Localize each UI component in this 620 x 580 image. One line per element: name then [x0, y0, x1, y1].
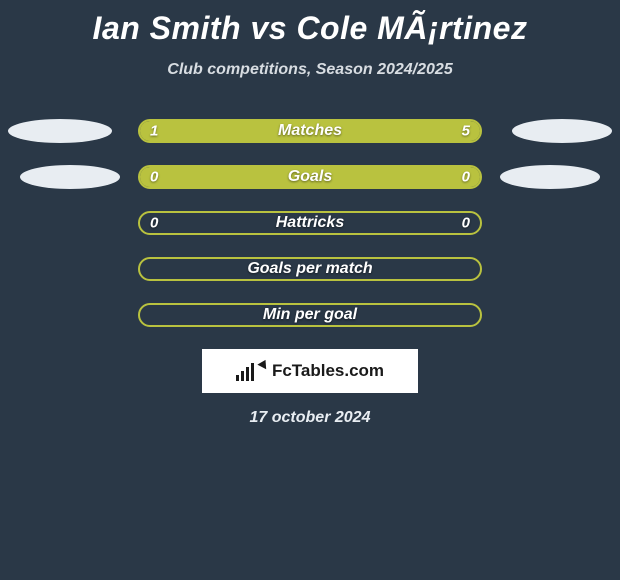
stat-row: 1 5 Matches — [0, 119, 620, 143]
stat-label: Hattricks — [276, 214, 344, 232]
page-subtitle: Club competitions, Season 2024/2025 — [0, 61, 620, 79]
stat-row: 0 0 Goals — [0, 165, 620, 189]
stat-row: 0 0 Hattricks — [0, 211, 620, 235]
stat-value-left: 0 — [150, 215, 158, 232]
right-pill-icon — [512, 119, 612, 143]
logo-text: FcTables.com — [272, 361, 384, 381]
stat-label: Min per goal — [263, 306, 357, 324]
stat-value-right: 5 — [462, 123, 470, 140]
stat-row: Min per goal — [0, 303, 620, 327]
page-title: Ian Smith vs Cole MÃ¡rtinez — [0, 0, 620, 47]
stat-bar: Goals per match — [138, 257, 482, 281]
stat-bar: Min per goal — [138, 303, 482, 327]
bar-fill-left — [140, 121, 198, 141]
stat-bar: 0 0 Goals — [138, 165, 482, 189]
stat-label: Matches — [278, 122, 342, 140]
stat-value-right: 0 — [462, 215, 470, 232]
stats-container: 1 5 Matches 0 0 Goals 0 0 Hattricks Goals per mat… — [0, 119, 620, 327]
stat-value-left: 0 — [150, 169, 158, 186]
fctables-logo: FcTables.com — [202, 349, 418, 393]
stat-bar: 1 5 Matches — [138, 119, 482, 143]
left-pill-icon — [8, 119, 112, 143]
snapshot-date: 17 october 2024 — [0, 409, 620, 427]
logo-arrow-icon — [257, 358, 270, 370]
stat-label: Goals — [288, 168, 332, 186]
stat-label: Goals per match — [247, 260, 372, 278]
left-pill-icon — [20, 165, 120, 189]
stat-bar: 0 0 Hattricks — [138, 211, 482, 235]
stat-row: Goals per match — [0, 257, 620, 281]
stat-value-left: 1 — [150, 123, 158, 140]
stat-value-right: 0 — [462, 169, 470, 186]
logo-bars-icon — [236, 361, 254, 381]
right-pill-icon — [500, 165, 600, 189]
